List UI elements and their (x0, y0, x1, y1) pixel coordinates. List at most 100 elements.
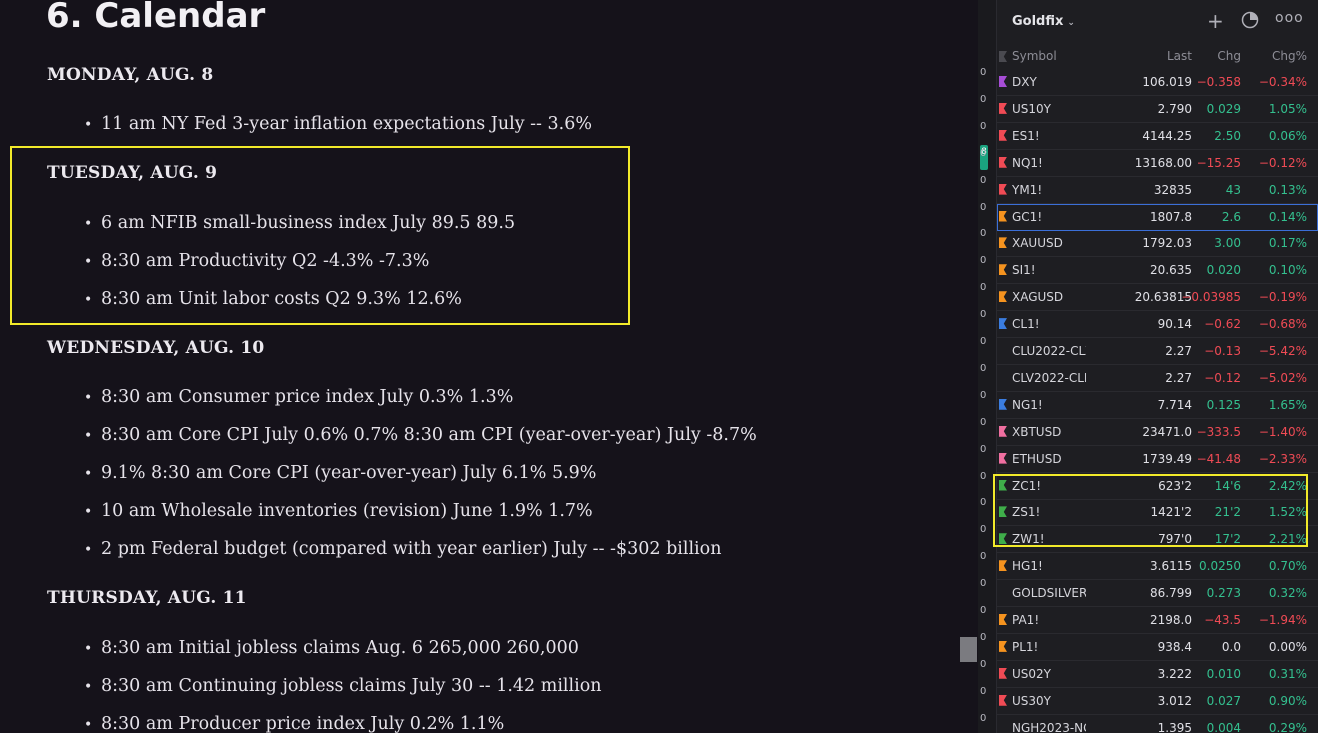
flag-icon[interactable] (999, 587, 1007, 598)
watchlist-row[interactable]: DXY 106.019 −0.358 −0.34% (997, 69, 1318, 96)
watchlist-row[interactable]: ES1! 4144.25 2.50 0.06% (997, 123, 1318, 150)
chg-cell: 0.029 (1206, 101, 1241, 116)
chg-pct-cell: 0.32% (1268, 586, 1307, 601)
symbol-cell: XAUUSD (1012, 236, 1063, 251)
watchlist-row[interactable]: US10Y 2.790 0.029 1.05% (997, 96, 1318, 123)
flag-icon[interactable] (999, 425, 1007, 437)
watchlist-row[interactable]: YM1! 32835 43 0.13% (997, 177, 1318, 204)
flag-icon[interactable] (999, 264, 1007, 276)
symbol-cell: PL1! (1012, 639, 1039, 654)
watchlist-row[interactable]: NQ1! 13168.00 −15.25 −0.12% (997, 150, 1318, 177)
more-icon[interactable]: ooo (1275, 10, 1304, 26)
list-item: • 6 am NFIB small-business index July 89.… (84, 213, 516, 233)
chg-pct-cell: −0.34% (1258, 75, 1307, 89)
last-cell: 106.019 (1142, 75, 1192, 89)
side-strip: 8 00000000000000000000000000 (978, 0, 997, 733)
pie-chart-icon[interactable] (1241, 11, 1259, 33)
last-cell: 3.012 (1157, 693, 1192, 708)
watchlist-row[interactable]: XBTUSD 23471.0 −333.5 −1.40% (997, 419, 1318, 446)
symbol-cell: US10Y (1012, 101, 1051, 116)
symbol-cell: PA1! (1012, 613, 1040, 627)
symbol-cell: ES1! (1012, 128, 1040, 143)
last-cell: 3.222 (1157, 666, 1192, 681)
strip-number: 0 (980, 255, 987, 267)
watchlist-row[interactable]: CL1! 90.14 −0.62 −0.68% (997, 311, 1318, 339)
flag-icon[interactable] (999, 210, 1007, 222)
symbol-cell: GC1! (1012, 209, 1043, 224)
flag-icon[interactable] (999, 129, 1007, 141)
column-last[interactable]: Last (1167, 49, 1192, 63)
flag-icon[interactable] (999, 479, 1007, 491)
watchlist-row[interactable]: XAGUSD 20.63815 −0.03985 −0.19% (997, 284, 1318, 312)
watchlist-row[interactable]: ZC1! 623'2 14'6 2.42% (997, 473, 1318, 500)
column-chg[interactable]: Chg (1217, 49, 1241, 63)
flag-icon[interactable] (999, 722, 1007, 733)
flag-icon[interactable] (999, 614, 1007, 625)
watchlist-row[interactable]: PL1! 938.4 0.0 0.00% (997, 634, 1318, 661)
watchlist-row[interactable]: US30Y 3.012 0.027 0.90% (997, 688, 1318, 715)
symbol-cell: SI1! (1012, 263, 1036, 278)
last-cell: 20.635 (1150, 263, 1192, 278)
flag-icon[interactable] (999, 694, 1007, 706)
scrollbar-thumb[interactable] (960, 637, 977, 662)
flag-icon[interactable] (999, 156, 1007, 168)
strip-number: 0 (980, 201, 987, 213)
strip-number: 0 (980, 93, 987, 105)
flag-icon[interactable] (999, 183, 1007, 195)
chg-pct-cell: 1.52% (1268, 505, 1307, 520)
chevron-down-icon: ⌄ (1067, 18, 1075, 28)
watchlist-row[interactable]: CLV2022-CLF 2.27 −0.12 −5.02% (997, 365, 1318, 392)
strip-tab[interactable]: 8 (980, 145, 988, 170)
list-item: • 8:30 am Core CPI July 0.6% 0.7% 8:30 am… (84, 425, 757, 445)
flag-icon[interactable] (999, 640, 1007, 652)
chg-cell: −41.48 (1196, 451, 1241, 466)
watchlist-row[interactable]: CLU2022-CLZ 2.27 −0.13 −5.42% (997, 338, 1318, 365)
last-cell: 1.395 (1157, 720, 1192, 733)
flag-icon[interactable] (999, 76, 1007, 87)
chg-pct-cell: −2.33% (1258, 451, 1307, 466)
watchlist-row[interactable]: US02Y 3.222 0.010 0.31% (997, 661, 1318, 688)
watchlist-row[interactable]: PA1! 2198.0 −43.5 −1.94% (997, 607, 1318, 634)
watchlist-row[interactable]: HG1! 3.6115 0.0250 0.70% (997, 553, 1318, 581)
watchlist-row[interactable]: GOLDSILVER 86.799 0.273 0.32% (997, 580, 1318, 608)
watchlist-row[interactable]: NGH2023-NG 1.395 0.004 0.29% (997, 715, 1318, 733)
chg-cell: −0.62 (1204, 317, 1241, 332)
column-chg-pct[interactable]: Chg% (1271, 49, 1307, 63)
strip-number: 0 (980, 497, 987, 509)
strip-number: 0 (980, 147, 987, 159)
flag-icon[interactable] (999, 345, 1007, 356)
list-item: • 8:30 am Productivity Q2 -4.3% -7.3% (84, 251, 430, 271)
flag-icon[interactable] (999, 560, 1007, 572)
list-item: • 2 pm Federal budget (compared with year… (84, 539, 722, 559)
chg-pct-cell: 1.05% (1268, 101, 1307, 116)
chg-pct-cell: 0.90% (1268, 693, 1307, 708)
watchlist-row[interactable]: ZW1! 797'0 17'2 2.21% (997, 526, 1318, 554)
plus-icon[interactable]: + (1207, 9, 1224, 33)
flag-icon[interactable] (999, 667, 1007, 679)
list-item: • 10 am Wholesale inventories (revision) … (84, 501, 593, 521)
watchlist-row[interactable]: GC1! 1807.8 2.6 0.14% (997, 203, 1318, 231)
flag-icon[interactable] (999, 291, 1007, 303)
column-symbol[interactable]: Symbol (1012, 49, 1057, 63)
flag-icon[interactable] (999, 533, 1007, 545)
watchlist-row[interactable]: XAUUSD 1792.03 3.00 0.17% (997, 230, 1318, 258)
last-cell: 1792.03 (1142, 236, 1192, 251)
watchlist-row[interactable]: SI1! 20.635 0.020 0.10% (997, 257, 1318, 285)
flag-icon[interactable] (999, 318, 1007, 330)
chg-pct-cell: −0.68% (1258, 317, 1307, 332)
flag-icon[interactable] (999, 237, 1007, 249)
watchlist-row[interactable]: ZS1! 1421'2 21'2 1.52% (997, 499, 1318, 527)
watchlist-row[interactable]: NG1! 7.714 0.125 1.65% (997, 392, 1318, 419)
watchlist-title[interactable]: Goldfix ⌄ (1012, 14, 1075, 29)
flag-icon[interactable] (999, 372, 1007, 383)
flag-icon[interactable] (999, 102, 1007, 114)
watchlist-row[interactable]: ETHUSD 1739.49 −41.48 −2.33% (997, 446, 1318, 473)
chg-cell: 17'2 (1214, 532, 1241, 547)
chg-cell: −0.12 (1204, 370, 1241, 385)
flag-icon[interactable] (999, 452, 1007, 464)
chg-cell: 0.020 (1206, 263, 1241, 278)
day-heading-tuesday: TUESDAY, AUG. 9 (47, 163, 218, 183)
list-item: • 8:30 am Unit labor costs Q2 9.3% 12.6% (84, 289, 462, 309)
flag-icon[interactable] (999, 398, 1007, 410)
flag-icon[interactable] (999, 506, 1007, 518)
